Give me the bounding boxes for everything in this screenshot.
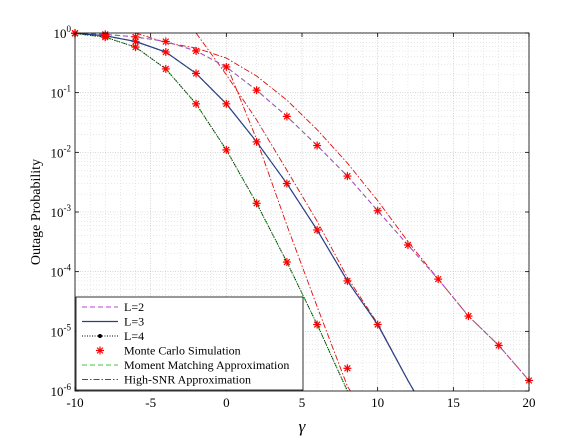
legend-item: L=3 [82, 315, 144, 329]
x-tick-label: 10 [371, 395, 384, 410]
legend-label: Moment Matching Approximation [124, 358, 289, 372]
monte-carlo-marker [252, 86, 261, 95]
x-tick-label: -10 [66, 395, 83, 410]
monte-carlo-marker [343, 276, 352, 285]
monte-carlo-marker [161, 37, 170, 46]
x-tick-label: 5 [299, 395, 306, 410]
y-tick-label: 10-5 [51, 322, 72, 339]
monte-carlo-marker [282, 179, 291, 188]
monte-carlo-marker [252, 199, 261, 208]
monte-carlo-markers [71, 29, 533, 385]
legend-item: Monte Carlo Simulation [96, 344, 241, 358]
legend-item: High-SNR Approximation [82, 373, 251, 387]
l4-curve [74, 32, 348, 392]
x-tick-labels: -10 -5 0 5 10 15 20 [66, 395, 535, 410]
monte-carlo-marker [252, 137, 261, 146]
legend-label: L=2 [124, 300, 144, 314]
y-tick-label: 10-4 [51, 263, 72, 280]
x-tick-label: 0 [223, 395, 230, 410]
y-tick-label: 10-1 [51, 84, 72, 101]
legend-item: Moment Matching Approximation [82, 358, 289, 372]
monte-carlo-marker [434, 275, 443, 284]
x-tick-label: 15 [447, 395, 460, 410]
monte-carlo-marker [373, 320, 382, 329]
y-tick-label: 10-6 [51, 382, 72, 399]
legend-label: L=4 [124, 329, 144, 343]
monte-carlo-marker [192, 69, 201, 78]
monte-carlo-marker [313, 141, 322, 150]
monte-carlo-marker [131, 43, 140, 52]
monte-carlo-marker [313, 320, 322, 329]
legend-label: L=3 [124, 315, 144, 329]
monte-carlo-marker [222, 62, 231, 71]
monte-carlo-marker [464, 312, 473, 321]
legend-item: L=4 [82, 329, 144, 343]
monte-carlo-marker [313, 225, 322, 234]
monte-carlo-marker [161, 48, 170, 57]
monte-carlo-marker [282, 258, 291, 267]
high-snr-curve [225, 64, 351, 392]
y-axis-label: Outage Probability [29, 159, 44, 265]
monte-carlo-marker [282, 112, 291, 121]
y-tick-labels: 100 10-1 10-2 10-3 10-4 10-5 10-6 [51, 24, 72, 399]
x-axis-label: γ [299, 417, 307, 436]
monte-carlo-marker [494, 341, 503, 350]
monte-carlo-marker [343, 172, 352, 181]
monte-carlo-marker [192, 46, 201, 55]
y-tick-label: 10-3 [51, 203, 72, 220]
x-tick-label: 20 [523, 395, 536, 410]
legend-label: Monte Carlo Simulation [124, 344, 241, 358]
monte-carlo-marker [222, 145, 231, 154]
y-tick-label: 100 [54, 24, 72, 41]
monte-carlo-marker [222, 99, 231, 108]
monte-carlo-marker [192, 99, 201, 108]
axis-ticks [74, 32, 530, 392]
monte-carlo-marker [373, 206, 382, 215]
legend-swatch-dot [98, 334, 102, 338]
legend-label: High-SNR Approximation [124, 373, 251, 387]
y-tick-label: 10-2 [51, 143, 72, 160]
monte-carlo-marker [161, 64, 170, 73]
legend-swatch [96, 346, 104, 355]
x-tick-label: -5 [145, 395, 156, 410]
monte-carlo-marker [403, 240, 412, 249]
legend-item: L=2 [82, 300, 144, 314]
monte-carlo-marker [343, 364, 352, 373]
legend-box [75, 296, 304, 391]
monte-carlo-marker [131, 37, 140, 46]
l2-curve [74, 32, 530, 381]
monte-carlo-marker [101, 33, 110, 42]
